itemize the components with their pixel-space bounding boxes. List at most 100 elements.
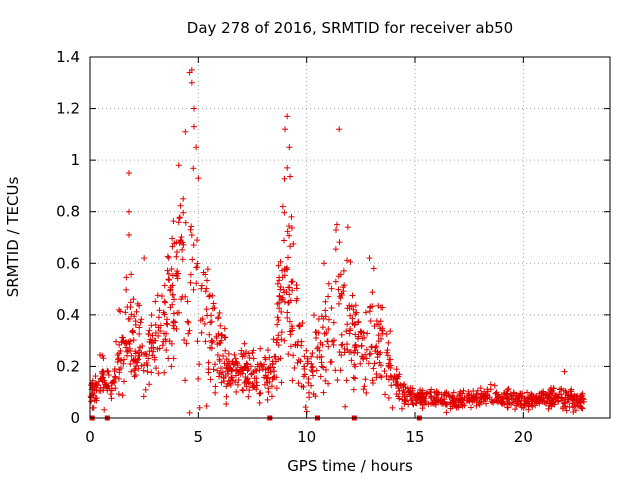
data-point — [144, 368, 151, 375]
data-point — [543, 398, 550, 405]
data-point — [359, 335, 366, 342]
data-point — [275, 317, 282, 324]
data-point — [277, 258, 284, 265]
data-point — [465, 388, 472, 395]
data-point — [208, 318, 215, 325]
data-point — [450, 389, 457, 396]
data-point — [220, 353, 227, 360]
data-point — [216, 358, 223, 365]
data-point — [385, 376, 392, 383]
data-point — [284, 228, 291, 235]
data-point — [351, 321, 358, 328]
x-tick-label: 15 — [405, 428, 424, 446]
data-point — [269, 361, 276, 368]
data-point — [156, 307, 163, 314]
data-point — [564, 398, 571, 405]
data-point — [170, 310, 177, 317]
data-point — [112, 385, 119, 392]
data-point — [332, 278, 339, 285]
x-tick-label: 5 — [194, 428, 204, 446]
data-point — [140, 393, 147, 400]
data-point — [100, 374, 107, 381]
data-point — [276, 305, 283, 312]
data-point — [348, 303, 355, 310]
data-point — [344, 347, 351, 354]
data-point — [212, 361, 219, 368]
data-point-outlier — [191, 105, 197, 112]
data-point-outlier — [195, 175, 202, 182]
data-point — [225, 360, 232, 367]
data-point — [298, 338, 305, 345]
data-point — [171, 296, 178, 303]
data-point — [167, 304, 174, 311]
data-point — [172, 319, 179, 326]
data-point — [482, 392, 489, 399]
data-point — [532, 402, 539, 409]
data-point — [117, 308, 124, 315]
data-point — [179, 239, 186, 246]
data-point — [411, 393, 418, 400]
data-point — [120, 378, 127, 385]
data-point — [257, 345, 264, 352]
data-point — [211, 305, 218, 312]
data-point — [176, 214, 183, 221]
data-point — [360, 386, 367, 393]
data-point — [253, 379, 260, 386]
data-point — [256, 390, 263, 397]
data-point — [520, 404, 527, 411]
data-point — [491, 382, 498, 389]
data-point — [184, 298, 191, 305]
data-point — [208, 312, 215, 319]
data-point — [185, 319, 192, 326]
y-tick-label: 0.6 — [56, 254, 80, 272]
data-point — [232, 379, 239, 386]
data-point — [373, 318, 380, 325]
data-point — [309, 350, 316, 357]
data-point — [425, 401, 432, 408]
data-point — [155, 332, 162, 339]
data-point — [130, 357, 137, 364]
data-point — [244, 367, 251, 374]
data-point — [577, 398, 584, 405]
data-point — [371, 323, 378, 330]
data-point — [322, 298, 329, 305]
data-point — [420, 394, 427, 401]
data-point — [221, 325, 228, 332]
data-point — [130, 329, 137, 336]
data-point — [383, 349, 390, 356]
data-point — [396, 388, 403, 395]
data-point — [148, 344, 155, 351]
data-point — [375, 321, 382, 328]
data-point — [210, 366, 217, 373]
data-point — [148, 312, 155, 319]
data-point — [221, 378, 228, 385]
data-point — [173, 239, 180, 246]
data-point — [388, 382, 395, 389]
data-point — [143, 351, 150, 358]
data-point — [379, 330, 386, 337]
data-point — [558, 395, 565, 402]
data-point — [350, 386, 357, 393]
data-point — [513, 391, 520, 398]
data-point — [493, 389, 500, 396]
data-point — [228, 375, 235, 382]
x-tick-label: 10 — [297, 428, 316, 446]
data-point — [234, 381, 241, 388]
data-point — [330, 319, 337, 326]
data-point — [243, 360, 250, 367]
data-point — [114, 351, 121, 358]
data-point — [145, 330, 152, 337]
data-point — [443, 409, 450, 416]
data-point-outlier — [284, 164, 291, 171]
chart-title: Day 278 of 2016, SRMTID for receiver ab5… — [187, 19, 513, 37]
data-point — [284, 309, 291, 316]
data-point — [455, 398, 462, 405]
data-point — [545, 405, 552, 412]
data-point — [107, 391, 114, 398]
data-point — [505, 385, 512, 392]
data-point — [287, 343, 294, 350]
data-point — [156, 345, 163, 352]
data-point — [208, 337, 215, 344]
data-point — [276, 293, 283, 300]
data-point — [478, 390, 485, 397]
